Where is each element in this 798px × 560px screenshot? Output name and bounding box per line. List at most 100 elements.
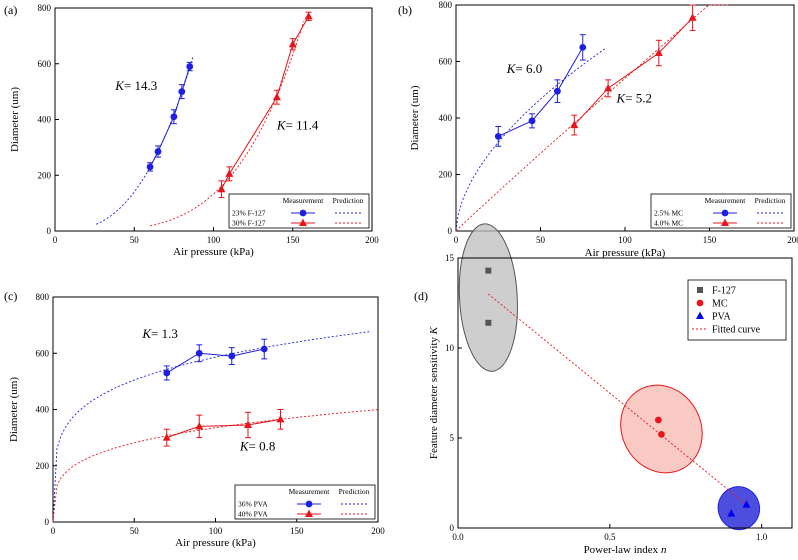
data-point: [570, 120, 579, 129]
legend-box: [228, 193, 370, 229]
y-tick-label: 800: [36, 292, 50, 302]
y-tick-label: 0: [45, 517, 50, 527]
group-ellipse-f-127: [458, 223, 518, 372]
legend-marker: [299, 218, 307, 226]
x-axis-label: Air pressure (kPa): [173, 246, 254, 258]
k-annotation: K= 5.2: [616, 90, 653, 105]
data-point-f-127: [485, 267, 492, 274]
k-symbol: K: [276, 117, 287, 132]
k-annotation: K= 1.3: [141, 326, 178, 341]
x-tick-label: 150: [286, 235, 300, 245]
k-value: = 14.3: [124, 78, 157, 93]
series-4-0-mc: [455, 4, 730, 232]
panel-d: 0.0 0.5 1.0 0 5 10 15 Power-law index n Feature …: [414, 223, 793, 556]
y-tick-label: 400: [38, 115, 52, 125]
data-point: [195, 349, 203, 357]
data-point: [260, 345, 268, 353]
legend-label: 2.5% MC: [654, 209, 683, 218]
k-annotation: K= 6.0: [506, 61, 543, 76]
legend-marker: [299, 209, 307, 217]
panel-b: 0 50 100 150 200 0 200 400 600 800 Air pressure (k…: [398, 0, 798, 259]
data-point-f-127: [485, 319, 492, 326]
k-symbol: K: [506, 61, 517, 76]
x-tick-label: 50: [130, 235, 140, 245]
k-value: = 11.4: [286, 117, 319, 132]
series-40-pva: [52, 409, 379, 523]
legend-box: [234, 484, 376, 520]
panel-label: (a): [4, 3, 17, 17]
legend-label: 36% PVA: [238, 500, 268, 509]
x-tick-label: 200: [365, 235, 379, 245]
x-axis-label-italic: n: [661, 544, 667, 556]
legend: F-127 MC PVA Fitted curve: [687, 279, 787, 341]
measurement-line: [220, 16, 310, 190]
legend-marker: [721, 209, 729, 217]
data-point: [528, 117, 536, 125]
k-symbol: K: [239, 438, 250, 453]
k-symbol: K: [141, 326, 152, 341]
data-point: [288, 39, 297, 48]
legend-label: 4.0% MC: [654, 219, 683, 228]
y-axis-label: Feature diameter sensitivity K: [428, 326, 440, 459]
data-point: [304, 11, 313, 20]
y-tick-label: 0: [448, 226, 453, 236]
series-23-f-127: [95, 57, 194, 225]
k-symbol: K: [114, 78, 125, 93]
x-tick-label: 100: [207, 235, 221, 245]
y-tick-label: 600: [439, 57, 453, 67]
data-point: [276, 414, 285, 423]
data-point: [154, 148, 162, 155]
x-axis-label: Power-law index n: [584, 544, 667, 556]
data-point: [688, 13, 697, 21]
y-tick-label: 5: [450, 433, 455, 443]
legend-header-measurement: Measurement: [283, 196, 325, 205]
y-axis-label: Diameter (um): [409, 85, 421, 150]
legend-marker: [721, 218, 729, 226]
x-tick-label: 200: [371, 526, 385, 536]
legend-header-prediction: Prediction: [755, 196, 786, 205]
y-tick-label: 200: [439, 170, 453, 180]
y-tick-label: 800: [38, 3, 52, 13]
legend-box: [687, 279, 787, 341]
y-tick-label: 0: [450, 523, 455, 533]
data-point-mc: [658, 431, 665, 438]
data-point: [604, 83, 613, 92]
prediction-curve: [52, 331, 370, 523]
data-point: [494, 132, 502, 140]
measurement-line: [573, 17, 693, 126]
y-tick-label: 15: [445, 253, 455, 263]
data-point: [579, 43, 587, 51]
series-30-f-127: [150, 11, 313, 227]
x-tick-label: 0.5: [604, 532, 616, 542]
x-axis-label: Air pressure (kPa): [585, 247, 666, 259]
fitted-curve: [488, 293, 747, 505]
legend-marker: [305, 500, 313, 508]
k-value: = 1.3: [151, 326, 178, 341]
k-annotation: K= 11.4: [276, 117, 319, 132]
data-point: [225, 169, 234, 177]
x-tick-label: 0: [454, 235, 459, 245]
k-annotation: K= 14.3: [114, 78, 157, 93]
measurement-line: [166, 418, 281, 439]
legend-box: [650, 193, 792, 229]
prediction-curve: [455, 4, 730, 232]
k-value: = 5.2: [625, 90, 652, 105]
series-36-pva: [52, 331, 370, 523]
x-tick-label: 150: [290, 526, 304, 536]
y-tick-label: 200: [38, 170, 52, 180]
legend-header-prediction: Prediction: [333, 196, 364, 205]
data-point: [162, 433, 171, 441]
data-point: [195, 421, 204, 430]
legend-header-measurement: Measurement: [705, 196, 747, 205]
legend-label: PVA: [712, 312, 731, 323]
x-tick-label: 100: [618, 235, 632, 245]
x-tick-label: 50: [130, 526, 140, 536]
x-tick-label: 0: [53, 235, 58, 245]
legend-header-prediction: Prediction: [339, 487, 370, 496]
x-tick-label: 50: [536, 235, 546, 245]
y-tick-label: 600: [36, 348, 50, 358]
data-point-pva: [727, 509, 736, 517]
